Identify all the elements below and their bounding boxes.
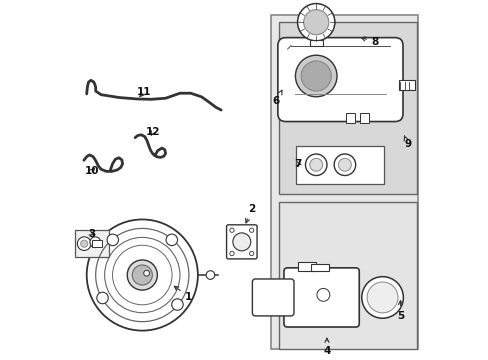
Circle shape xyxy=(132,265,152,285)
FancyBboxPatch shape xyxy=(277,38,402,122)
Bar xyxy=(346,113,354,123)
Circle shape xyxy=(338,158,351,171)
Text: 2: 2 xyxy=(245,204,255,223)
Text: 1: 1 xyxy=(174,286,192,302)
Bar xyxy=(309,40,322,45)
FancyBboxPatch shape xyxy=(289,275,353,320)
FancyBboxPatch shape xyxy=(226,225,257,259)
Text: 6: 6 xyxy=(272,90,282,106)
Circle shape xyxy=(366,282,397,313)
Bar xyxy=(398,80,414,90)
Circle shape xyxy=(97,292,108,304)
Text: 11: 11 xyxy=(137,87,151,97)
Text: 3: 3 xyxy=(88,229,96,239)
Circle shape xyxy=(143,270,149,276)
Circle shape xyxy=(229,251,234,256)
Text: 4: 4 xyxy=(323,338,330,356)
Circle shape xyxy=(86,220,198,330)
Circle shape xyxy=(127,260,157,290)
FancyBboxPatch shape xyxy=(271,15,418,348)
Text: 5: 5 xyxy=(396,301,403,321)
Circle shape xyxy=(297,4,334,41)
FancyBboxPatch shape xyxy=(75,230,109,257)
Bar xyxy=(310,264,328,271)
Circle shape xyxy=(166,234,177,246)
FancyBboxPatch shape xyxy=(278,202,416,348)
Circle shape xyxy=(309,158,322,171)
Circle shape xyxy=(249,251,253,256)
Bar xyxy=(298,262,316,271)
Bar xyxy=(360,113,368,123)
Circle shape xyxy=(229,228,234,232)
Text: 12: 12 xyxy=(145,127,160,136)
Circle shape xyxy=(295,55,336,97)
Circle shape xyxy=(232,233,250,251)
Text: 8: 8 xyxy=(361,37,378,47)
Bar xyxy=(92,240,102,247)
Circle shape xyxy=(305,154,326,176)
Circle shape xyxy=(206,271,214,279)
Text: 10: 10 xyxy=(84,166,99,176)
Circle shape xyxy=(303,10,328,35)
Text: 9: 9 xyxy=(403,136,410,149)
FancyBboxPatch shape xyxy=(296,146,384,184)
Circle shape xyxy=(316,288,329,301)
Circle shape xyxy=(77,237,91,251)
Circle shape xyxy=(361,276,403,318)
FancyBboxPatch shape xyxy=(278,22,416,194)
FancyBboxPatch shape xyxy=(284,268,359,327)
Circle shape xyxy=(249,228,253,232)
Circle shape xyxy=(301,61,330,91)
Circle shape xyxy=(81,240,88,247)
Circle shape xyxy=(333,154,355,176)
Circle shape xyxy=(90,237,101,248)
Text: 7: 7 xyxy=(293,159,301,169)
Circle shape xyxy=(107,234,118,246)
FancyBboxPatch shape xyxy=(252,279,293,316)
Circle shape xyxy=(171,299,183,310)
